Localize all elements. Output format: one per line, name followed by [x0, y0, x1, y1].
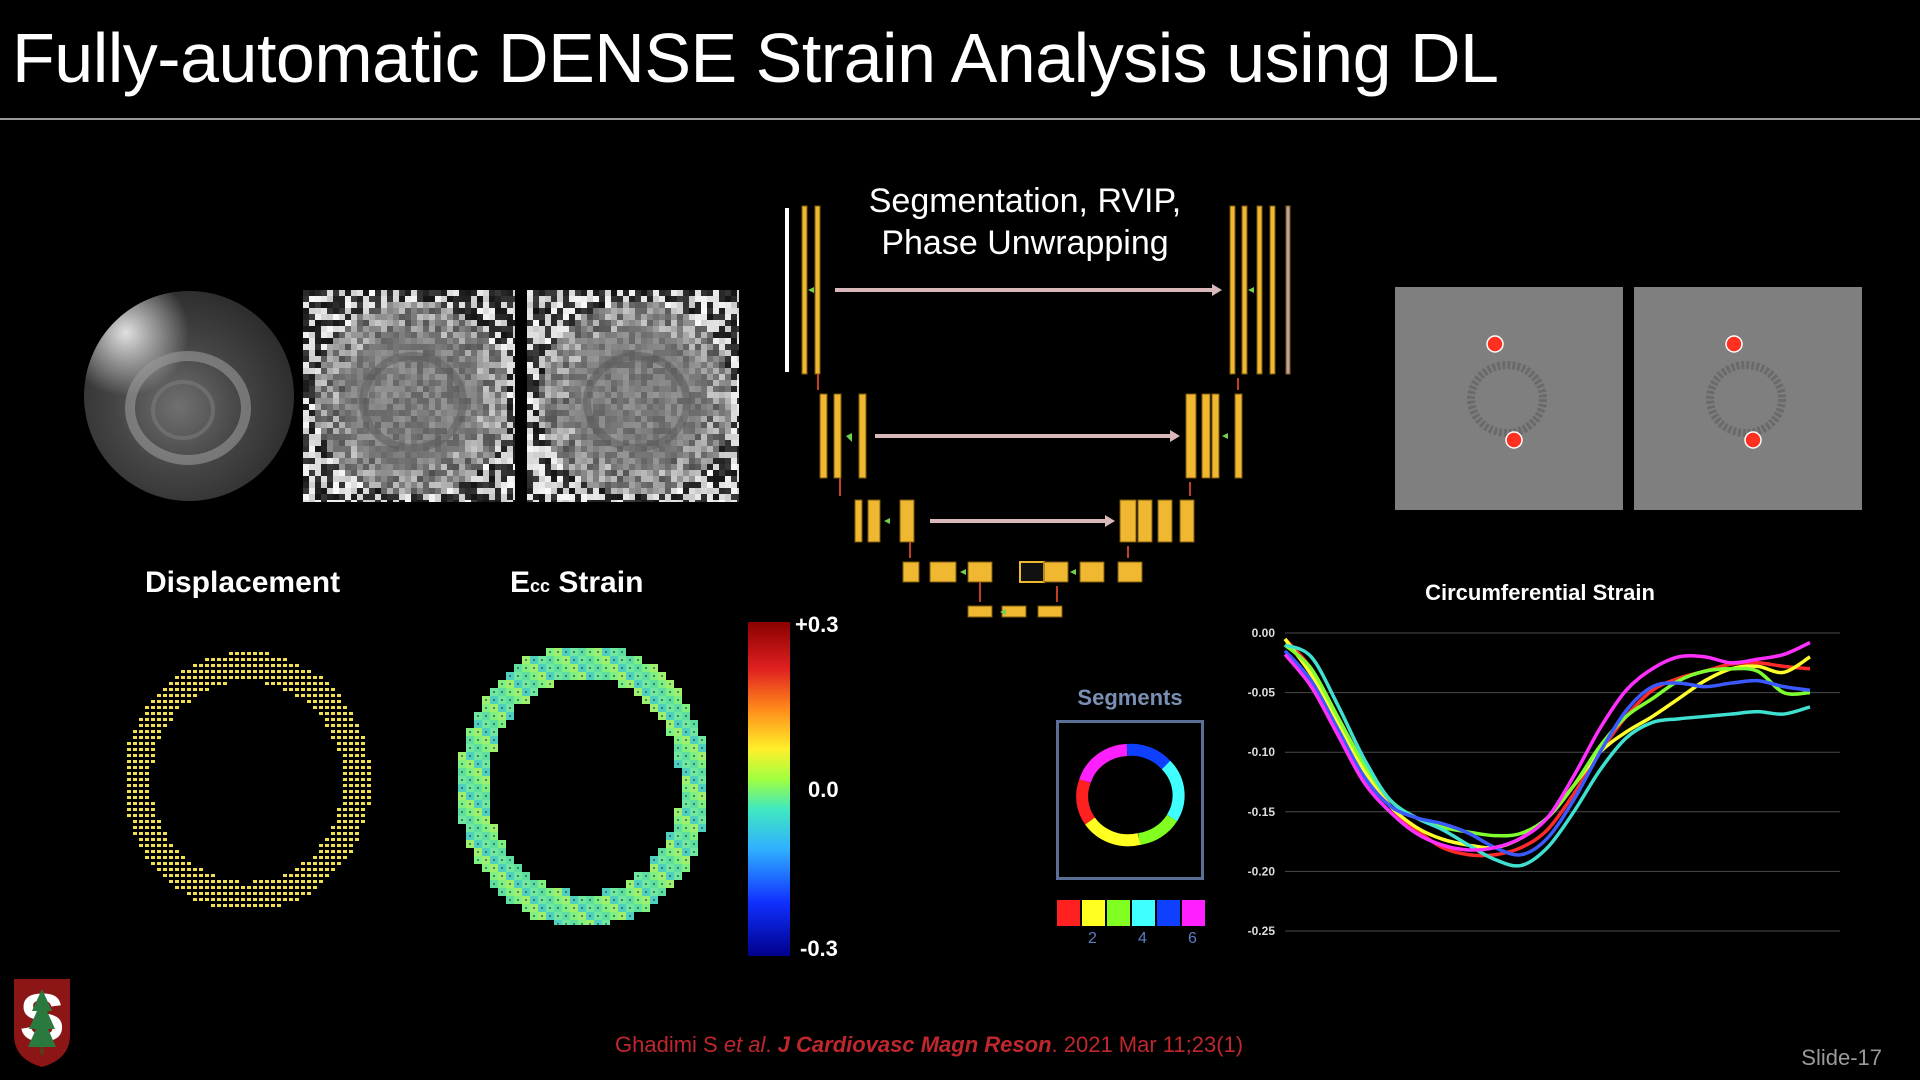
chart-y-tick-label: -0.10 [1248, 745, 1276, 759]
colorbar-max-label: +0.3 [795, 612, 839, 637]
ref-details: . 2021 Mar 11;23(1) [1051, 1032, 1244, 1057]
chart-y-tick-label: 0.00 [1252, 626, 1276, 640]
chart-series-line-4 [1284, 643, 1811, 868]
phase-image-y [527, 290, 743, 506]
chart-series-line-5 [1283, 649, 1811, 857]
ref-authors: Ghadimi S [615, 1032, 724, 1057]
chart-y-tick-label: -0.25 [1248, 924, 1276, 938]
segment-tick-2: 2 [1088, 930, 1097, 947]
stanford-logo: S [8, 975, 76, 1069]
ref-etal: et al [723, 1032, 766, 1057]
chart-series-line-1 [1283, 637, 1811, 858]
chart-series-line-3 [1283, 643, 1811, 838]
segments-box [1056, 720, 1204, 880]
colorbar-min-label: -0.3 [800, 936, 838, 961]
unet-caption: Segmentation, RVIP, Phase Unwrapping [835, 180, 1215, 264]
chart-y-tick-label: -0.05 [1248, 686, 1276, 700]
magnitude-image [83, 290, 295, 502]
chart-title: Circumferential Strain [1425, 580, 1655, 605]
ecc-strain-word: Strain [550, 566, 644, 599]
phase-image-x [303, 290, 519, 506]
segment-tick-4: 4 [1138, 930, 1147, 947]
strain-ring [450, 640, 710, 928]
rvip-image-2 [1634, 287, 1862, 510]
chart-y-tick-label: -0.15 [1248, 805, 1276, 819]
title-divider [0, 118, 1920, 120]
slide-number: Slide-17 [1801, 1045, 1882, 1070]
chart-y-tick-label: -0.20 [1248, 864, 1276, 878]
strain-chart: 0.00 -0.05 -0.10 -0.15 -0.20 -0.25 [1215, 615, 1845, 950]
segment-tick-6: 6 [1188, 930, 1197, 947]
ecc-strain-letter: E [510, 566, 531, 599]
segment-swatch-6 [1182, 900, 1205, 926]
chart-series-line-6 [1283, 640, 1811, 852]
segments-color-strip [1057, 900, 1205, 926]
segment-swatch-3 [1107, 900, 1130, 926]
strain-colorbar [748, 622, 790, 956]
segments-title: Segments [1077, 685, 1183, 710]
rvip-image-1 [1395, 287, 1623, 510]
slide-title: Fully-automatic DENSE Strain Analysis us… [12, 19, 1499, 97]
unet-caption-line2: Phase Unwrapping [881, 224, 1169, 262]
ref-dot: . [765, 1032, 778, 1057]
segment-swatch-4 [1132, 900, 1155, 926]
displacement-label: Displacement [145, 566, 341, 599]
segment-swatch-1 [1057, 900, 1080, 926]
segment-swatch-2 [1082, 900, 1105, 926]
segment-swatch-5 [1157, 900, 1180, 926]
unet-caption-line1: Segmentation, RVIP, [868, 182, 1182, 220]
displacement-ring [115, 640, 375, 920]
colorbar-mid-label: 0.0 [808, 777, 839, 802]
ref-journal: J Cardiovasc Magn Reson [777, 1032, 1052, 1057]
reference-citation: Ghadimi S et al. J Cardiovasc Magn Reson… [615, 1032, 1243, 1058]
ecc-strain-subscript: cc [530, 576, 551, 596]
unet-diagram [780, 200, 1300, 620]
ecc-strain-label: Ecc Strain [510, 566, 643, 600]
